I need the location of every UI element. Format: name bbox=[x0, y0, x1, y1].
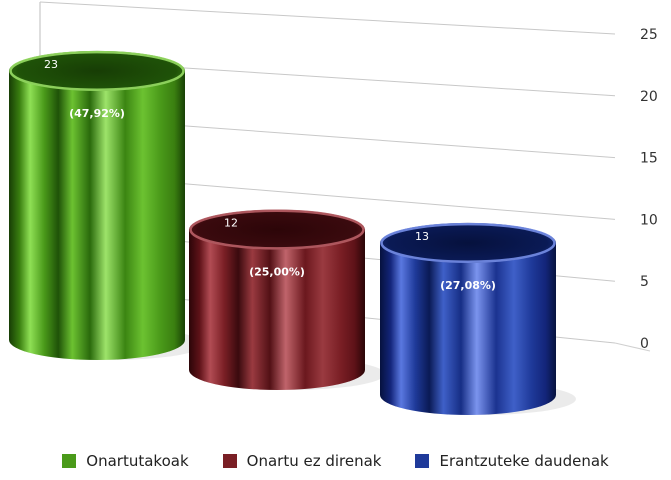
y-axis-ticks: 0 5 10 15 20 25 bbox=[640, 27, 658, 352]
legend-swatch bbox=[222, 454, 237, 468]
bar-top bbox=[189, 209, 365, 250]
data-label-percent: (27,08%) bbox=[440, 279, 496, 292]
data-label-percent: (47,92%) bbox=[69, 107, 125, 120]
bar-top bbox=[9, 50, 185, 91]
y-tick-label: 15 bbox=[640, 151, 658, 167]
legend-label: Onartu ez direnak bbox=[246, 452, 382, 470]
y-tick-label: 10 bbox=[640, 212, 658, 228]
y-tick-label: 5 bbox=[640, 274, 649, 290]
bar-top bbox=[380, 222, 556, 263]
data-label-percent: (25,00%) bbox=[249, 266, 305, 279]
legend: Onartutakoak Onartu ez direnak Erantzute… bbox=[0, 452, 671, 470]
legend-label: Onartutakoak bbox=[86, 452, 189, 470]
bar: 12 (25,00%) bbox=[189, 209, 385, 390]
bar-rim bbox=[9, 50, 185, 91]
floor-edge bbox=[614, 342, 651, 352]
bar: 13 (27,08%) bbox=[380, 222, 576, 415]
data-label-value: 23 bbox=[44, 58, 58, 71]
legend-item-erantzuteke-daudenak: Erantzuteke daudenak bbox=[415, 452, 609, 470]
data-label-value: 13 bbox=[415, 230, 429, 243]
legend-label: Erantzuteke daudenak bbox=[439, 452, 609, 470]
legend-item-onartu-ez-direnak: Onartu ez direnak bbox=[222, 452, 382, 470]
data-label-value: 12 bbox=[224, 217, 238, 230]
y-tick-label: 20 bbox=[640, 89, 658, 105]
bar-layer: 23 (47,92%) 12 (25,00%) 13 (27,08%) bbox=[9, 50, 576, 415]
bar-body bbox=[380, 242, 556, 415]
bar-rim bbox=[189, 209, 365, 250]
bar-rim bbox=[380, 222, 556, 263]
y-tick-label: 0 bbox=[640, 336, 649, 352]
bar-body bbox=[9, 70, 185, 361]
legend-swatch bbox=[62, 454, 77, 468]
bar-body bbox=[189, 229, 365, 390]
legend-item-onartutakoak: Onartutakoak bbox=[62, 452, 189, 470]
legend-swatch bbox=[415, 454, 430, 468]
gridline bbox=[39, 1, 616, 35]
y-tick-label: 25 bbox=[640, 27, 658, 43]
bar: 23 (47,92%) bbox=[9, 50, 205, 361]
